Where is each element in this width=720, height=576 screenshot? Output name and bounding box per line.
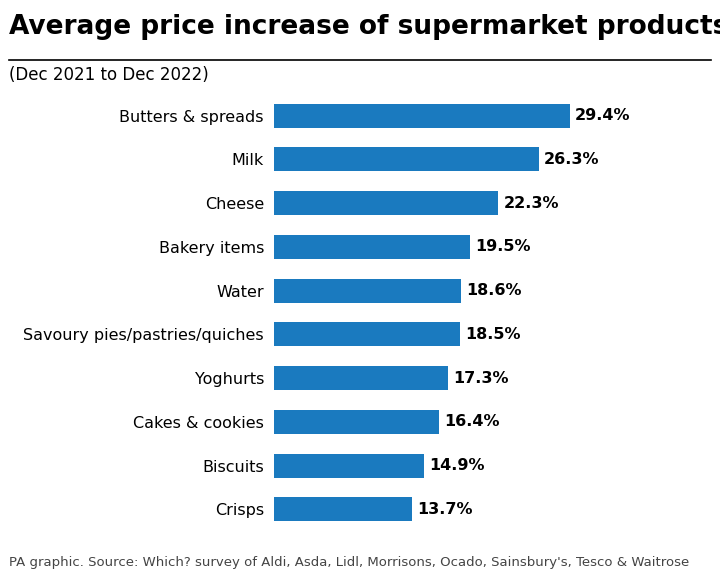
- Text: 29.4%: 29.4%: [575, 108, 631, 123]
- Text: 26.3%: 26.3%: [544, 152, 599, 167]
- Bar: [274, 366, 448, 390]
- Text: Average price increase of supermarket products: Average price increase of supermarket pr…: [9, 14, 720, 40]
- Text: 18.6%: 18.6%: [466, 283, 521, 298]
- Text: 17.3%: 17.3%: [453, 370, 508, 385]
- Bar: [274, 454, 424, 478]
- Text: 19.5%: 19.5%: [475, 240, 531, 255]
- Text: 22.3%: 22.3%: [503, 196, 559, 211]
- Bar: [274, 323, 460, 346]
- Text: 16.4%: 16.4%: [444, 414, 500, 429]
- Bar: [274, 147, 539, 171]
- Text: 13.7%: 13.7%: [417, 502, 472, 517]
- Bar: [274, 279, 461, 302]
- Text: PA graphic. Source: Which? survey of Aldi, Asda, Lidl, Morrisons, Ocado, Sainsbu: PA graphic. Source: Which? survey of Ald…: [9, 556, 690, 569]
- Bar: [274, 104, 570, 127]
- Bar: [274, 410, 439, 434]
- Bar: [274, 498, 412, 521]
- Bar: [274, 235, 470, 259]
- Text: 14.9%: 14.9%: [429, 458, 485, 473]
- Text: 18.5%: 18.5%: [465, 327, 521, 342]
- Text: (Dec 2021 to Dec 2022): (Dec 2021 to Dec 2022): [9, 66, 209, 84]
- Bar: [274, 191, 498, 215]
